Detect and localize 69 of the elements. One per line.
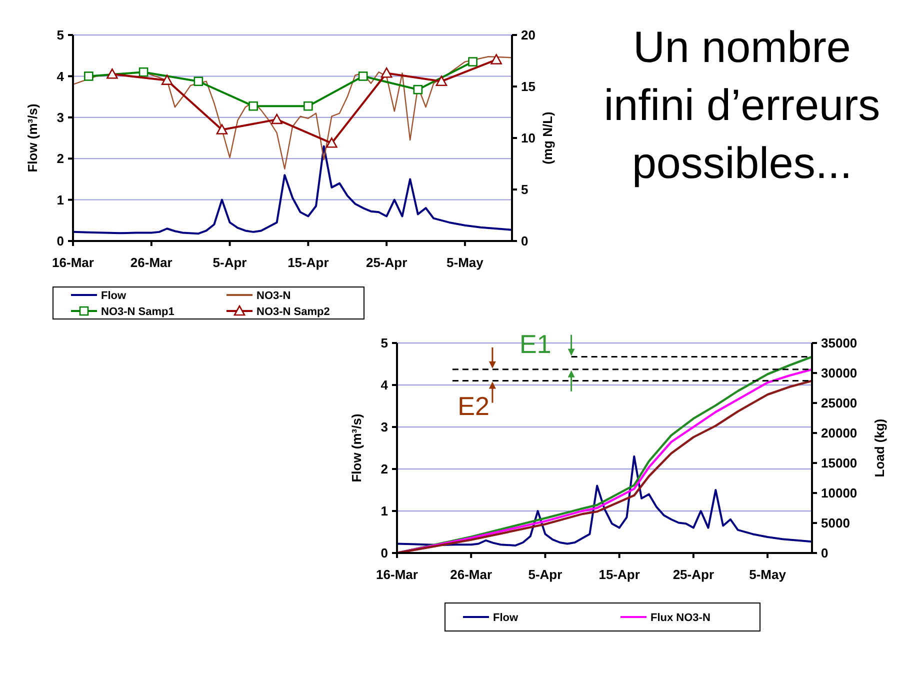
text: Un nombre infini d’erreurs possibles... [604, 23, 880, 188]
point [358, 72, 368, 81]
annotation: E1 [519, 328, 552, 359]
y2-axis-title: (mg N/L) [540, 112, 555, 164]
point [490, 54, 502, 64]
x-tick-label: 16-Mar [376, 567, 418, 582]
y2-tick-label: 15 [521, 79, 536, 94]
y-tick-label: 3 [56, 110, 64, 125]
x-tick-label: 5-May [749, 567, 787, 582]
point [304, 101, 313, 111]
x-tick-label: 15-Apr [598, 567, 640, 582]
line-series [72, 56, 513, 170]
y2-tick-label: 5000 [821, 516, 850, 531]
point [106, 68, 118, 79]
x-tick-label: 16-Mar [52, 255, 94, 270]
y-axis-title: Flow (m³/s) [25, 104, 40, 172]
y-tick-label: 5 [380, 336, 388, 351]
line-series [396, 455, 813, 546]
y-tick-label: 1 [380, 504, 388, 519]
y2-tick-label: 30000 [821, 366, 858, 381]
point [271, 114, 282, 124]
point [413, 84, 423, 94]
y-tick-label: 2 [380, 462, 388, 477]
y2-tick-label: 20000 [821, 426, 858, 441]
point [138, 67, 148, 77]
x-tick-label: 5-Apr [212, 255, 247, 270]
point [326, 138, 338, 148]
y-tick-label: 4 [380, 378, 389, 393]
x-tick-label: 5-Apr [528, 567, 562, 582]
y2-tick-label: 0 [521, 234, 528, 249]
point [436, 76, 448, 86]
legend-label: NO3-N Samp2 [256, 306, 330, 318]
y-axis-title: Flow (m³/s) [349, 414, 364, 482]
legend-label: NO3-N Samp1 [101, 306, 174, 318]
y2-tick-label: 20 [521, 28, 536, 43]
point [380, 67, 392, 78]
legend-label: Flux NO3-N [650, 612, 710, 624]
y-tick-label: 0 [380, 546, 388, 561]
y2-tick-label: 0 [821, 546, 828, 561]
y-tick-label: 4 [56, 68, 65, 84]
x-tick-label: 26-Mar [130, 255, 172, 270]
y2-tick-label: 25000 [821, 396, 858, 411]
y-tick-label: 2 [56, 151, 64, 166]
y2-tick-label: 15000 [821, 456, 858, 471]
x-tick-label: 26-Mar [450, 567, 492, 582]
point [468, 57, 478, 66]
point [84, 72, 94, 81]
y-tick-label: 3 [380, 420, 388, 435]
x-tick-label: 25-Apr [366, 255, 408, 270]
y2-tick-label: 10000 [821, 486, 858, 501]
y2-axis-title: Load (kg) [872, 418, 887, 478]
x-tick-label: 25-Apr [672, 567, 714, 582]
x-tick-label: 5-May [446, 255, 484, 270]
line-series [72, 145, 513, 235]
y-tick-label: 1 [56, 192, 64, 208]
point [248, 101, 258, 111]
y-tick-label: 0 [56, 234, 64, 249]
annotation: E2 [458, 390, 490, 421]
x-tick-label: 15-Apr [288, 255, 329, 270]
y-tick-label: 5 [56, 28, 64, 43]
y2-tick-label: 10 [521, 130, 536, 146]
legend-label: Flow [493, 612, 518, 624]
legend-label: NO3-N [256, 290, 291, 302]
y2-tick-label: 35000 [821, 336, 858, 351]
point [216, 124, 228, 134]
y2-tick-label: 5 [521, 182, 528, 198]
point [161, 74, 173, 85]
legend-label: Flow [101, 290, 126, 302]
point [194, 76, 204, 86]
